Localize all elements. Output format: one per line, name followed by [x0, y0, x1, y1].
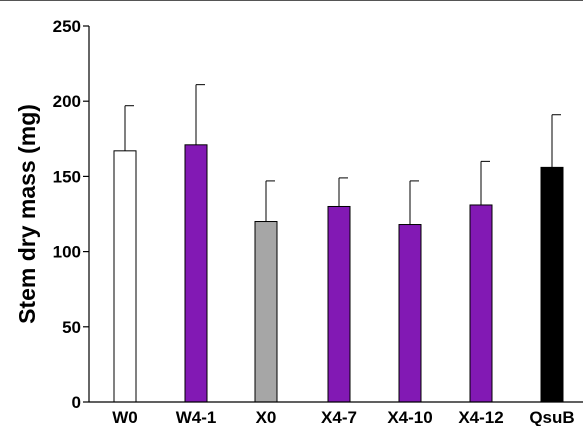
x-tick-label: W4-1	[176, 408, 217, 426]
x-tick-label: W0	[112, 408, 138, 426]
x-tick-label: X0	[256, 408, 277, 426]
axes-layer	[83, 25, 583, 403]
y-tick-label: 250	[53, 17, 81, 36]
y-axis-title: Stem dry mass (mg)	[14, 104, 40, 324]
top-border-line	[0, 0, 583, 1]
x-tick-label: QsuB	[529, 408, 574, 426]
bar-w0	[113, 150, 137, 403]
x-tick-label: X4-7	[321, 408, 357, 426]
labels-layer: 0 50 100 150 200 250 W0 W4-1 X0 X4-7 X4-10 X4-12 Qsu…	[53, 17, 575, 426]
bar-x0	[254, 221, 278, 403]
y-tick-label: 200	[53, 92, 81, 111]
bar-w4-1	[184, 144, 208, 403]
y-tick-label: 100	[53, 243, 81, 262]
y-tick-label: 0	[72, 393, 81, 412]
x-tick-label: X4-12	[458, 408, 503, 426]
y-tick-label: 50	[62, 318, 81, 337]
bars-layer	[113, 84, 564, 403]
bar-x4-12	[469, 204, 493, 403]
bar-x4-10	[398, 224, 422, 403]
x-tick-label: X4-10	[387, 408, 432, 426]
y-tick-label: 150	[53, 167, 81, 186]
bar-qsub	[540, 166, 564, 403]
bar-x4-7	[327, 205, 351, 403]
